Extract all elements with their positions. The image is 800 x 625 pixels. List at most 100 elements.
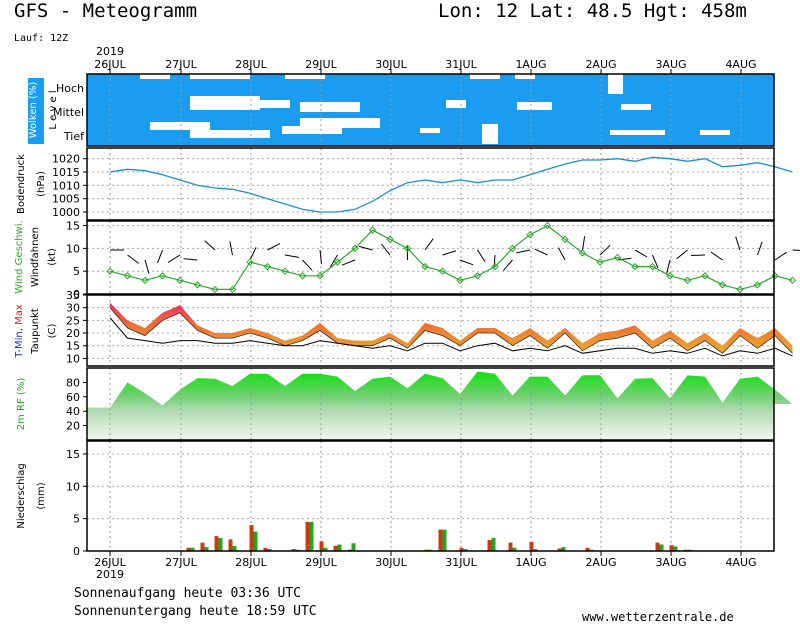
humidity-tick-label: 80 (66, 376, 80, 389)
wind-speed-point (421, 262, 429, 271)
wind-barb (459, 259, 474, 266)
pressure-tick-label: 1015 (52, 166, 80, 179)
wind-barb (157, 249, 163, 264)
wind-speed-point (228, 285, 237, 294)
precip-bar-large-scale (533, 549, 538, 551)
wind-speed-point (718, 281, 727, 289)
precip-tick-label: 0 (73, 545, 80, 558)
precip-bar-large-scale (512, 547, 517, 551)
cloud-patch-tief (150, 122, 210, 130)
cloud-patch-tief (610, 130, 665, 135)
precip-bar-convective (200, 542, 205, 551)
wind-speed-point (281, 267, 289, 275)
precip-bar-convective (529, 541, 534, 551)
precip-tick-label: 10 (66, 480, 80, 493)
cloud-patch-mittel (300, 102, 360, 112)
wind-unit-label: (kt) (47, 248, 58, 266)
pressure-line (109, 156, 793, 213)
humidity-panel-label: 2m RF (%) (16, 378, 27, 431)
pressure-panel-label: Bodendruck (16, 154, 27, 214)
precip-bar-convective (319, 541, 324, 551)
wind-barb (302, 259, 313, 271)
wind-barb (229, 241, 233, 256)
date-label-top: 29JUL (305, 58, 337, 71)
cloud-patch-mittel (517, 102, 552, 110)
pressure-tick-label: 1020 (52, 153, 80, 166)
wind-barb (127, 254, 139, 264)
cloud-patch-hoch (515, 74, 535, 79)
date-label-top: 1AUG (515, 58, 546, 71)
cloud-patch-hoch (140, 74, 170, 79)
precip-bar-convective (655, 542, 660, 551)
cloud-patch-mittel (190, 96, 260, 110)
wind-speed-point (158, 272, 167, 280)
humidity-tick-label: 40 (66, 405, 80, 418)
temperature-tick-label: 10 (66, 352, 80, 365)
date-label-bottom: 26JUL (94, 556, 126, 569)
precip-bar-convective (459, 547, 464, 551)
wind-barb (167, 254, 181, 263)
precip-bar-large-scale (190, 547, 195, 551)
precip-bar-convective (305, 521, 310, 551)
cloud-level-label: L e v e l (48, 90, 59, 129)
precip-bar-convective (214, 536, 219, 551)
wind-barb (617, 257, 632, 261)
wind-barb (599, 244, 611, 256)
cloud-patch-tief (282, 126, 342, 134)
cloud-level-tief: Tief (63, 130, 85, 143)
wind-speed-point (736, 285, 744, 294)
tmin-line (109, 307, 793, 354)
dewpoint-line (109, 317, 793, 357)
temperature-tick-label: 20 (66, 327, 80, 340)
precip-bar-large-scale (323, 547, 328, 551)
precip-bar-convective (333, 545, 338, 551)
wind-speed-point (438, 267, 447, 275)
date-label-bottom: 4AUG (725, 556, 756, 569)
wind-speed-point (491, 262, 499, 271)
precip-bar-convective (186, 547, 191, 551)
wind-barb (652, 254, 659, 269)
wind-speed-point (298, 272, 307, 280)
wind-barb (319, 249, 322, 264)
wind-barb (792, 249, 800, 251)
precip-bar-large-scale (232, 545, 237, 551)
wind-barb (144, 259, 150, 274)
cloud-panel-label: Wolken (%) (28, 82, 39, 139)
wind-panel-frame (86, 220, 775, 295)
wind-barb (183, 258, 198, 261)
precip-bar-convective (508, 542, 513, 551)
date-label-bottom: 3AUG (655, 556, 686, 569)
humidity-tick-label: 60 (66, 391, 80, 404)
wind-barb (676, 249, 688, 260)
wind-barb (477, 249, 486, 262)
wind-speed-point (351, 244, 359, 253)
location-info: Lon: 12 Lat: 48.5 Hgt: 458m (438, 0, 747, 22)
precip-bar-large-scale (442, 529, 447, 551)
date-label-bottom: 27JUL (165, 556, 197, 569)
wind-barbs-label: Windfahnen (30, 227, 41, 287)
cloud-label-background (28, 78, 44, 144)
temperature-label: T-Min, Max (14, 304, 25, 359)
temperature-tick-label: 15 (66, 340, 80, 353)
wind-speed-point (578, 249, 587, 257)
wind-speed-point (508, 244, 517, 253)
temperature-tick-label: 25 (66, 314, 80, 327)
precip-bar-large-scale (218, 538, 223, 551)
wind-barb (735, 236, 741, 251)
wind-speed-point (211, 285, 219, 294)
precip-bar-large-scale (337, 544, 342, 551)
wind-speed-point (771, 272, 779, 280)
wind-speed-point (176, 276, 184, 285)
wind-speed-point (141, 276, 149, 285)
wind-barb (381, 243, 391, 256)
temperature-band (110, 302, 793, 354)
wind-speed-point (613, 253, 622, 262)
date-label-bottom: 1AUG (515, 556, 546, 569)
date-label-top: 27JUL (165, 58, 197, 71)
wind-tick-label: 0 (73, 288, 80, 301)
precip-bar-convective (438, 529, 443, 551)
cloud-patch-tief (700, 130, 730, 135)
wind-speed-point (631, 262, 639, 271)
wind-barb (634, 249, 648, 258)
